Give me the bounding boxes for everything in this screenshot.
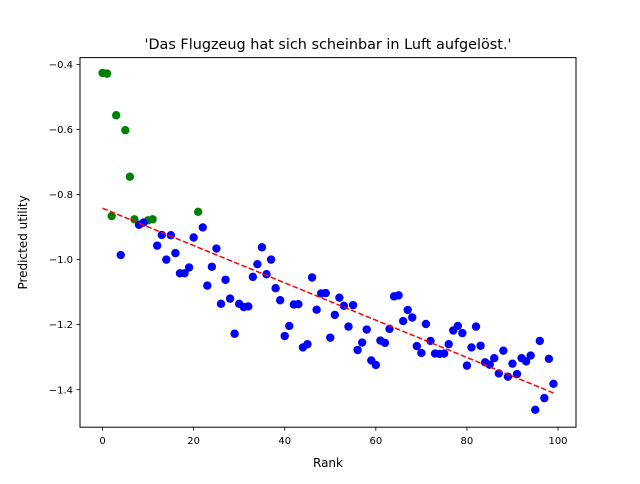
y-axis-label: Predicted utility	[16, 195, 30, 289]
data-point	[380, 338, 390, 348]
data-point	[544, 354, 554, 363]
data-point	[439, 349, 449, 358]
data-point	[398, 316, 408, 326]
y-tick-label: −1.0	[49, 255, 73, 266]
data-point	[549, 379, 558, 389]
data-point	[458, 328, 467, 338]
x-tick-label: 100	[548, 436, 567, 447]
data-point	[531, 405, 540, 415]
data-point	[417, 348, 426, 358]
data-point	[153, 241, 162, 250]
data-point	[394, 291, 403, 300]
data-point	[453, 321, 463, 331]
data-point	[266, 255, 276, 264]
y-tick-label: −0.8	[49, 190, 73, 201]
data-point	[198, 223, 207, 232]
data-point	[307, 273, 317, 282]
data-point	[230, 329, 239, 338]
data-point	[357, 338, 367, 347]
data-point	[490, 353, 499, 363]
data-point	[371, 360, 381, 370]
data-point	[353, 345, 362, 355]
data-point	[294, 299, 303, 309]
data-point	[330, 310, 340, 320]
data-point	[485, 360, 494, 369]
data-point	[193, 207, 203, 217]
y-tick-label: −1.4	[49, 385, 73, 396]
data-point	[248, 272, 258, 282]
data-point	[535, 336, 544, 346]
data-point	[467, 343, 476, 352]
data-point	[275, 296, 285, 305]
data-point	[121, 126, 130, 135]
data-point	[335, 293, 344, 302]
axes-frame	[79, 57, 577, 428]
x-tick-label: 80	[461, 436, 474, 447]
x-tick-label: 20	[187, 436, 200, 447]
data-point	[362, 325, 371, 334]
data-point	[403, 305, 412, 315]
data-point	[321, 288, 330, 298]
data-point	[207, 262, 217, 271]
data-point	[253, 259, 262, 269]
data-point	[171, 248, 180, 258]
data-point	[508, 359, 517, 368]
data-point	[112, 111, 121, 120]
y-tick-label: −0.4	[49, 60, 73, 71]
data-point	[471, 322, 481, 331]
data-point	[462, 361, 472, 370]
y-tick-label: −0.6	[49, 125, 73, 136]
data-point	[166, 231, 176, 240]
data-point	[180, 269, 189, 278]
data-point	[225, 294, 235, 303]
data-point	[476, 341, 485, 350]
data-point	[102, 69, 112, 78]
data-marks	[98, 68, 558, 415]
data-point	[326, 333, 335, 342]
chart-title: 'Das Flugzeug hat sich scheinbar in Luft…	[145, 37, 512, 53]
x-axis-label: Rank	[313, 456, 343, 470]
data-point	[503, 372, 513, 381]
data-point	[285, 321, 294, 331]
data-point	[189, 233, 198, 242]
data-point	[221, 275, 230, 284]
data-point	[107, 211, 116, 221]
data-point	[499, 346, 508, 355]
y-axis-ticks: −1.4 −1.2 −1.0 −0.8 −0.6 −0.4	[49, 60, 80, 396]
data-point	[125, 172, 135, 181]
data-point	[444, 339, 453, 349]
data-point	[212, 244, 221, 253]
data-point	[526, 351, 535, 360]
data-point	[303, 339, 312, 349]
data-point	[216, 299, 226, 309]
data-point	[116, 250, 125, 260]
data-point	[148, 215, 157, 224]
data-point	[348, 300, 358, 310]
data-point	[512, 369, 522, 379]
x-tick-label: 40	[278, 436, 291, 447]
data-point	[421, 319, 431, 329]
y-tick-label: −1.2	[49, 320, 73, 331]
data-point	[262, 270, 271, 279]
data-point	[203, 281, 212, 290]
trendline-layer	[102, 207, 554, 394]
data-point	[412, 341, 422, 351]
x-tick-label: 60	[369, 436, 382, 447]
data-point	[312, 305, 321, 314]
data-point	[521, 357, 531, 366]
data-point	[244, 302, 253, 311]
trend-line	[102, 207, 554, 394]
data-point	[257, 243, 267, 252]
data-point	[271, 284, 280, 293]
data-point	[162, 255, 171, 264]
x-axis-ticks: 0 20 40 60 80 100	[99, 427, 568, 447]
data-point	[408, 313, 417, 322]
x-tick-label: 0	[99, 436, 105, 447]
data-point	[184, 263, 194, 272]
data-point	[540, 393, 549, 403]
data-point	[280, 331, 289, 341]
data-point	[344, 322, 353, 331]
